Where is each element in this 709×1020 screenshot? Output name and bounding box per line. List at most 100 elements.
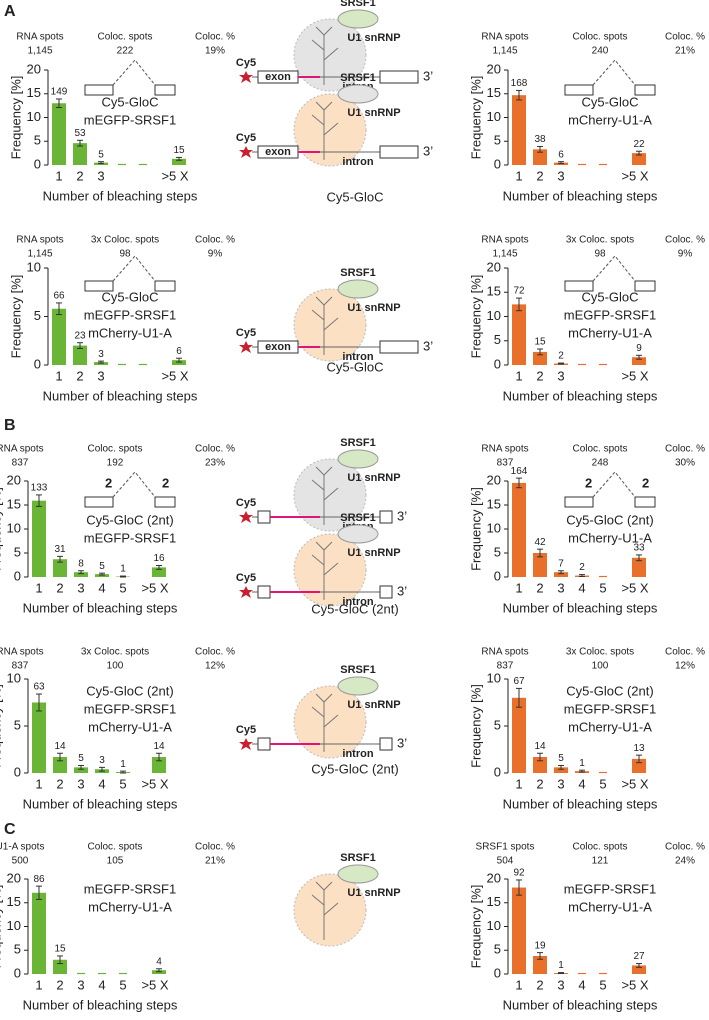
x-tick-label: 4 bbox=[578, 776, 585, 791]
end-label: 3’ bbox=[397, 735, 407, 750]
stat-value: 837 bbox=[12, 661, 29, 672]
error-bar bbox=[57, 752, 63, 762]
srsf1-label: SRSF1 bbox=[340, 852, 375, 864]
error-bar bbox=[636, 354, 642, 360]
x-tick-label: 3 bbox=[77, 977, 84, 992]
error-bar bbox=[537, 145, 543, 153]
count-label: 1 bbox=[120, 564, 126, 575]
error-bar bbox=[78, 570, 84, 575]
x-tick-label: 3 bbox=[557, 977, 564, 992]
y-tick-label: 10 bbox=[27, 259, 41, 274]
bar bbox=[52, 308, 66, 365]
exon-box bbox=[379, 510, 393, 524]
y-tick-label: 20 bbox=[7, 870, 21, 885]
y-tick-label: 10 bbox=[7, 670, 21, 685]
legend-entry: Cy5-GloC (2nt) bbox=[86, 683, 173, 698]
legend-entry: Cy5-GloC (2nt) bbox=[566, 512, 653, 527]
y-tick-label: 0 bbox=[494, 156, 501, 171]
stat-value: 21% bbox=[205, 856, 225, 867]
exon-box bbox=[379, 70, 419, 84]
x-tick-label: 1 bbox=[515, 776, 522, 791]
y-tick-label: 0 bbox=[494, 965, 501, 980]
error-bar bbox=[99, 572, 105, 576]
x-tick-label: >5 X bbox=[141, 776, 168, 791]
exon-box bbox=[564, 84, 594, 96]
legend-entry: Cy5-GloC bbox=[581, 289, 638, 304]
x-tick-label: 2 bbox=[76, 368, 83, 383]
legend-entry: mCherry-U1-A bbox=[88, 899, 172, 914]
count-label: 1 bbox=[579, 758, 585, 769]
error-bar bbox=[579, 769, 585, 773]
x-tick-label: 3 bbox=[77, 776, 84, 791]
x-tick-label: 3 bbox=[557, 776, 564, 791]
y-tick-label: 5 bbox=[494, 133, 501, 148]
stat-value: 9% bbox=[678, 249, 693, 260]
x-tick-label: 2 bbox=[76, 168, 83, 183]
x-axis-label: Number of bleaching steps bbox=[503, 388, 658, 403]
x-tick-label: 2 bbox=[56, 776, 63, 791]
exon-label: exon bbox=[265, 71, 291, 83]
legend-entry: mCherry-U1-A bbox=[88, 719, 172, 734]
y-tick-label: 15 bbox=[27, 85, 41, 100]
stat-value: 837 bbox=[497, 458, 514, 469]
y-axis-label: Frequency [%] bbox=[468, 487, 483, 571]
stat-name: Coloc. % bbox=[665, 842, 705, 853]
bar bbox=[512, 887, 526, 974]
x-tick-label: 1 bbox=[515, 368, 522, 383]
error-bar bbox=[558, 362, 564, 365]
intron-line bbox=[592, 471, 636, 498]
y-tick-label: 10 bbox=[487, 308, 501, 323]
count-label: 6 bbox=[176, 346, 182, 357]
srsf1-label: SRSF1 bbox=[340, 267, 375, 279]
bar bbox=[74, 767, 88, 773]
y-tick-label: 15 bbox=[7, 496, 21, 511]
srsf1-protein bbox=[337, 9, 379, 29]
y-tick-label: 15 bbox=[487, 85, 501, 100]
error-bar bbox=[36, 693, 42, 712]
y-tick-label: 20 bbox=[487, 61, 501, 76]
error-bar bbox=[636, 963, 642, 968]
y-tick-label: 5 bbox=[14, 942, 21, 957]
x-tick-label: 3 bbox=[557, 580, 564, 595]
u1-label: U1 snRNP bbox=[347, 32, 400, 44]
bar bbox=[533, 955, 547, 974]
intron-line bbox=[112, 471, 156, 498]
bar bbox=[73, 345, 87, 365]
stat-name: Coloc. % bbox=[665, 444, 705, 455]
x-tick-label: 2 bbox=[536, 580, 543, 595]
error-bar bbox=[636, 754, 642, 764]
y-axis-label: Frequency [%] bbox=[8, 275, 23, 359]
intron-label: intron bbox=[342, 351, 373, 363]
error-bar bbox=[579, 574, 585, 578]
intron-label: intron bbox=[342, 748, 373, 760]
count-label: 92 bbox=[513, 868, 525, 879]
stat-value: 100 bbox=[592, 661, 609, 672]
bar bbox=[512, 304, 526, 365]
legend-entry: mCherry-U1-A bbox=[568, 325, 652, 340]
x-tick-label: 4 bbox=[98, 977, 105, 992]
y-tick-label: 15 bbox=[7, 894, 21, 909]
intron-line bbox=[112, 59, 156, 86]
intron-line bbox=[592, 255, 636, 282]
x-tick-label: 5 bbox=[119, 776, 126, 791]
error-bar bbox=[57, 955, 63, 965]
y-axis-label: Frequency [%] bbox=[468, 76, 483, 160]
srsf1-protein bbox=[337, 279, 379, 299]
x-tick-label: 2 bbox=[536, 977, 543, 992]
count-label: 14 bbox=[534, 741, 546, 752]
error-bar bbox=[120, 575, 126, 578]
legend-entry: mEGFP-SRSF1 bbox=[84, 112, 176, 127]
stat-name: RNA spots bbox=[481, 235, 528, 246]
schematic-label: 2 bbox=[642, 475, 649, 490]
exon-box bbox=[379, 737, 393, 751]
x-tick-label: 1 bbox=[35, 580, 42, 595]
stat-value: 222 bbox=[117, 46, 134, 57]
error-bar bbox=[516, 477, 522, 489]
stat-value: 248 bbox=[592, 458, 609, 469]
u1-label: U1 snRNP bbox=[347, 887, 400, 899]
rna-structure bbox=[311, 541, 339, 600]
count-label: 3 bbox=[99, 755, 105, 766]
x-tick-label: >5 X bbox=[621, 977, 648, 992]
y-tick-label: 15 bbox=[487, 284, 501, 299]
panel-label: A bbox=[4, 3, 16, 20]
